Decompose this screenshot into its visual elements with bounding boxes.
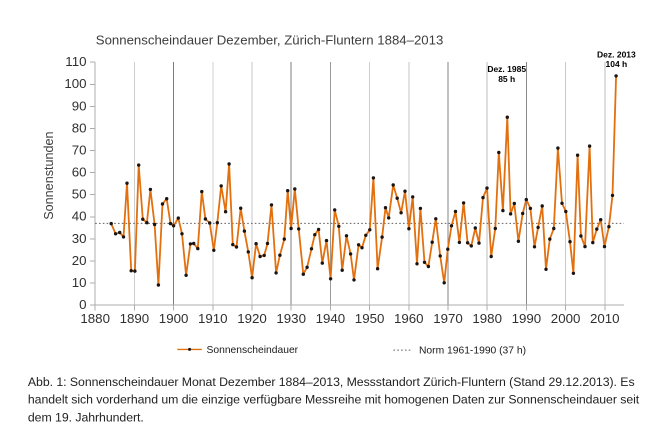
svg-text:80: 80 <box>72 120 87 135</box>
svg-text:1950: 1950 <box>355 311 385 326</box>
svg-text:Dez. 2013: Dez. 2013 <box>597 49 636 59</box>
svg-text:2010: 2010 <box>590 311 620 326</box>
svg-text:1990: 1990 <box>512 311 542 326</box>
svg-text:1880: 1880 <box>80 311 110 326</box>
svg-text:dem 19. Jahrhundert.: dem 19. Jahrhundert. <box>28 410 144 424</box>
svg-text:1960: 1960 <box>394 311 424 326</box>
svg-text:1910: 1910 <box>198 311 228 326</box>
svg-text:1890: 1890 <box>120 311 150 326</box>
svg-text:70: 70 <box>72 142 87 157</box>
svg-text:1900: 1900 <box>159 311 189 326</box>
svg-text:60: 60 <box>72 165 87 180</box>
svg-text:Abb. 1: Sonnenscheindauer Mona: Abb. 1: Sonnenscheindauer Monat Dezember… <box>28 375 635 389</box>
svg-text:1980: 1980 <box>472 311 502 326</box>
svg-text:110: 110 <box>65 54 86 69</box>
svg-text:85 h: 85 h <box>498 74 515 84</box>
svg-text:104 h: 104 h <box>606 59 628 69</box>
svg-text:100: 100 <box>64 76 86 91</box>
svg-text:1940: 1940 <box>316 311 346 326</box>
svg-text:Dez. 1985: Dez. 1985 <box>487 64 526 74</box>
svg-text:1970: 1970 <box>433 311 463 326</box>
svg-text:20: 20 <box>72 253 87 268</box>
svg-text:90: 90 <box>72 98 87 113</box>
svg-text:Sonnenstunden: Sonnenstunden <box>42 131 56 219</box>
svg-text:Sonnenscheindauer: Sonnenscheindauer <box>207 345 299 356</box>
svg-text:10: 10 <box>72 275 87 290</box>
svg-text:1920: 1920 <box>237 311 267 326</box>
svg-text:1930: 1930 <box>276 311 306 326</box>
svg-text:handelt sich vorderhand um die: handelt sich vorderhand um die einzige v… <box>28 393 640 407</box>
svg-text:Sonnenscheindauer Dezember, Zü: Sonnenscheindauer Dezember, Zürich-Flunt… <box>96 33 444 48</box>
svg-text:2000: 2000 <box>551 311 581 326</box>
svg-text:50: 50 <box>72 187 87 202</box>
svg-text:Norm 1961-1990 (37 h): Norm 1961-1990 (37 h) <box>419 346 526 357</box>
svg-text:0: 0 <box>79 297 86 312</box>
svg-text:40: 40 <box>72 209 87 224</box>
svg-text:30: 30 <box>72 231 87 246</box>
